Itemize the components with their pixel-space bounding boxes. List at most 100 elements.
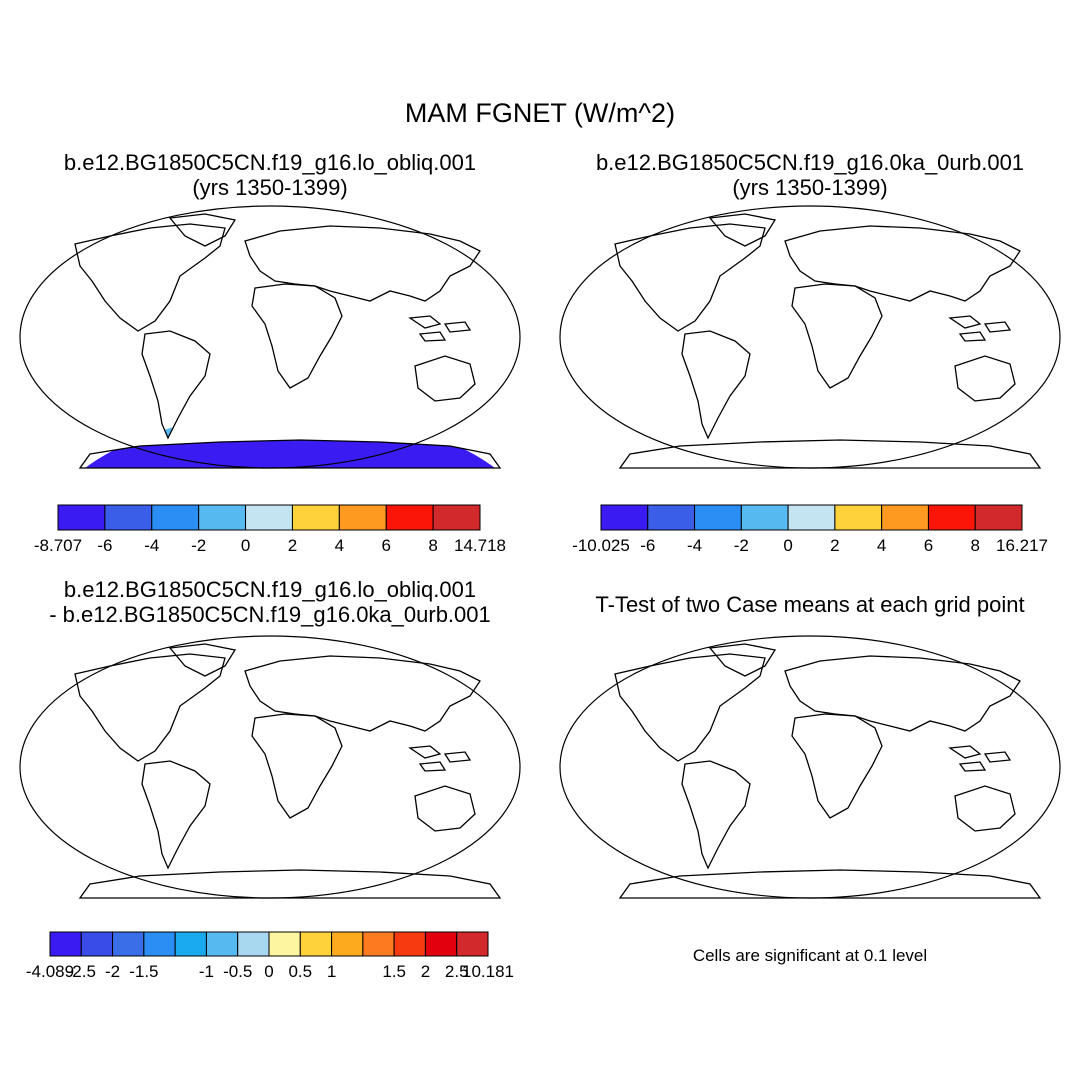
map-2-border (559, 205, 1061, 469)
panel-2-title-line2: (yrs 1350-1399) (732, 175, 888, 200)
colorbar-1-swatch (338, 504, 387, 531)
colorbar-3-swatch (299, 931, 333, 957)
colorbar-3-swatch (393, 931, 426, 957)
panel-3-title: b.e12.BG1850C5CN.f19_g16.lo_obliq.001 - … (20, 577, 520, 627)
colorbar-1-swatch (291, 504, 340, 531)
map-1-sahara-warm (260, 288, 340, 316)
panel-2-title: b.e12.BG1850C5CN.f19_g16.0ka_0urb.001 (y… (560, 150, 1060, 200)
colorbar-3-tick-label: -1 (199, 962, 214, 981)
panel-1-title-line2: (yrs 1350-1399) (192, 175, 348, 200)
colorbar-2-swatch (694, 504, 742, 531)
colorbar-2-tick-label: 8 (970, 536, 979, 555)
colorbar-3-swatch (362, 931, 395, 957)
colorbar-1-tick-label: 0 (241, 536, 250, 555)
colorbar-2-tick-label: -4 (687, 536, 702, 555)
colorbar-1-tick-label: 4 (335, 536, 344, 555)
map-1-coastlines (74, 213, 501, 469)
colorbar-2-swatch (881, 504, 929, 531)
colorbar-2-swatch (834, 504, 883, 531)
colorbar-1-swatch (198, 504, 247, 531)
panel-1-title-line1: b.e12.BG1850C5CN.f19_g16.lo_obliq.001 (63, 150, 477, 175)
colorbar-1-swatch (432, 504, 481, 531)
colorbar-3-tick-label: 10.181 (462, 962, 514, 981)
colorbar-3-swatch (112, 931, 145, 957)
colorbar-1-swatch (57, 504, 106, 531)
colorbar-3-tick-label: -4.089 (26, 962, 74, 981)
colorbar-3-swatch (80, 931, 114, 957)
colorbar-1-swatch (104, 504, 153, 531)
colorbar-3-tick-label: -2 (105, 962, 120, 981)
colorbar-2-swatch (927, 504, 976, 531)
map-1-eurasia-warm (260, 246, 460, 296)
colorbar-1-swatch (385, 504, 434, 531)
colorbar-1-tick-label: -4 (144, 536, 159, 555)
colorbar-3-tick-label: 2 (421, 962, 430, 981)
map-2-na-warm (630, 246, 710, 321)
map-2-land-base (615, 224, 1020, 438)
colorbar-3-tick-label: 0 (264, 962, 273, 981)
colorbar-2-swatch (647, 504, 696, 531)
colorbar-1-tick-label: -8.707 (34, 536, 82, 555)
colorbar-1-tick-label: 8 (428, 536, 437, 555)
colorbar-1-tick-label: 2 (288, 536, 297, 555)
colorbar-2-tick-label: 6 (924, 536, 933, 555)
colorbar-3-swatch (424, 931, 458, 957)
colorbar-2-tick-label: -6 (640, 536, 655, 555)
colorbar-3-swatch (268, 931, 301, 957)
panel-3-title-line1: b.e12.BG1850C5CN.f19_g16.lo_obliq.001 (63, 577, 477, 602)
colorbar-1: -8.707 -6 -4 -2 0 2 4 6 8 14.718 (34, 504, 506, 555)
panel-3-title-line2: - b.e12.BG1850C5CN.f19_g16.0ka_0urb.001 (49, 602, 491, 627)
colorbar-3-swatch (331, 931, 364, 957)
colorbar-1-tick-label: 6 (381, 536, 390, 555)
significance-note: Cells are significant at 0.1 level (692, 946, 928, 965)
colorbar-2-swatch (600, 504, 649, 531)
colorbar-2-swatch (740, 504, 789, 531)
colorbar-3-tick-label: 1.5 (382, 962, 406, 981)
colorbar-3-swatch (205, 931, 239, 957)
colorbar-2-tick-label: 0 (783, 536, 792, 555)
colorbar-2-tick-label: 16.217 (996, 536, 1048, 555)
panel-1-title: b.e12.BG1850C5CN.f19_g16.lo_obliq.001 (y… (20, 150, 520, 200)
map-3-border (19, 635, 521, 899)
panel-4-title: T-Test of two Case means at each grid po… (560, 592, 1060, 617)
colorbar-3-tick-label: -1.5 (129, 962, 158, 981)
colorbar-3-tick-label: -2.5 (67, 962, 96, 981)
map-4-coastlines (614, 643, 1041, 899)
colorbar-3-tick-label: 2.5 (445, 962, 469, 981)
map-1-na-warm (90, 246, 170, 321)
colorbar-1-tick-label: -2 (191, 536, 206, 555)
colorbar-2-tick-label: 2 (830, 536, 839, 555)
colorbar-2: -10.025 -6 -4 -2 0 2 4 6 8 16.217 (572, 504, 1048, 555)
colorbar-2-swatch (787, 504, 836, 531)
map-1-border (19, 205, 521, 469)
colorbar-1-tick-label: 14.718 (454, 536, 506, 555)
map-3-coastlines (74, 643, 501, 899)
map-1-land-base (142, 412, 210, 438)
map-4-border (559, 635, 1061, 899)
colorbar-3-tick-label: -0.5 (223, 962, 252, 981)
colorbar-3-swatch (49, 931, 82, 957)
colorbar-1-swatch (245, 504, 293, 531)
panel-4-title-line1: T-Test of two Case means at each grid po… (595, 592, 1025, 617)
panel-2-title-line1: b.e12.BG1850C5CN.f19_g16.0ka_0urb.001 (595, 150, 1025, 175)
map-panel-4 (559, 635, 1061, 899)
map-panel-2 (559, 205, 1061, 469)
colorbar-3-swatch (456, 931, 489, 957)
map-panel-3 (19, 635, 521, 899)
map-2-eurasia-warm (800, 246, 1000, 296)
colorbar-1-tick-label: -6 (97, 536, 112, 555)
colorbar-3: -4.089-2.5 -2 -1.5 -1 -0.5 0 0.5 1 1.5 2 2.510.181 (26, 931, 514, 981)
colorbar-3-tick-label: 1 (327, 962, 336, 981)
colorbar-3-swatch (237, 931, 270, 957)
map-2-coastlines (614, 213, 1041, 469)
map-panel-1 (19, 205, 521, 469)
colorbar-2-swatch (974, 504, 1023, 531)
colorbar-2-tick-label: -2 (734, 536, 749, 555)
figure-title: MAM FGNET (W/m^2) (404, 98, 676, 128)
colorbar-1-swatch (151, 504, 200, 531)
colorbar-2-tick-label: -10.025 (572, 536, 630, 555)
colorbar-2-tick-label: 4 (877, 536, 886, 555)
colorbar-3-swatch (143, 931, 176, 957)
map-3-land-base (75, 654, 480, 818)
